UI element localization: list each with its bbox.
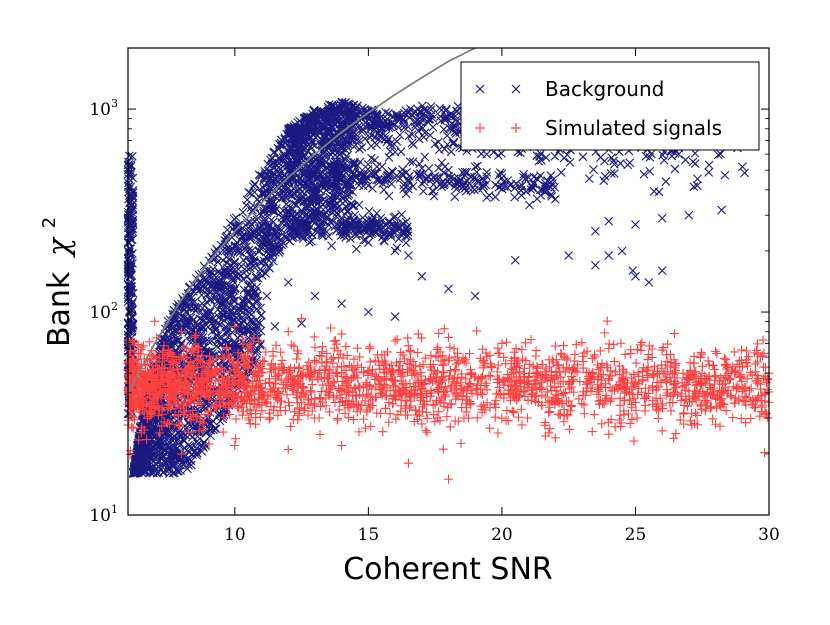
background-point <box>127 151 137 161</box>
background-point <box>210 294 220 304</box>
background-point <box>168 468 178 478</box>
background-point <box>124 174 134 184</box>
background-point <box>248 182 258 191</box>
background-point <box>127 235 137 245</box>
background-point <box>234 220 244 230</box>
background-point <box>274 248 284 257</box>
background-point <box>178 435 188 445</box>
background-point <box>250 179 259 189</box>
background-point <box>231 272 241 282</box>
background-point <box>268 206 278 216</box>
background-point <box>189 304 199 313</box>
background-point <box>300 202 310 212</box>
background-point <box>291 199 301 209</box>
background-point <box>242 195 252 205</box>
background-point <box>241 300 250 310</box>
background-point <box>327 194 337 204</box>
background-point <box>264 220 274 229</box>
background-point <box>246 222 255 231</box>
background-point <box>206 295 216 305</box>
background-point <box>204 315 214 325</box>
background-point <box>255 341 265 350</box>
background-point <box>261 259 271 269</box>
background-point <box>239 255 248 265</box>
background-point <box>241 200 251 210</box>
background-point <box>193 405 203 414</box>
background-point <box>273 166 283 176</box>
background-point <box>242 242 251 251</box>
background-point <box>242 272 252 281</box>
background-point <box>242 262 252 272</box>
background-point <box>124 229 134 239</box>
background-point <box>266 215 276 225</box>
background-point <box>199 438 209 448</box>
background-point <box>125 244 134 254</box>
background-point <box>254 197 264 207</box>
background-point <box>220 345 230 354</box>
background-point <box>128 313 137 323</box>
background-point <box>255 318 265 328</box>
background-point <box>249 257 259 267</box>
background-point <box>211 325 220 335</box>
background-point <box>223 280 233 290</box>
background-point <box>263 159 273 169</box>
background-point <box>192 448 202 458</box>
background-point <box>233 264 243 274</box>
background-point <box>182 464 192 474</box>
background-point <box>181 320 191 330</box>
background-point <box>223 304 232 314</box>
background-point <box>230 257 240 267</box>
background-point <box>238 207 248 217</box>
background-point <box>261 231 271 240</box>
background-point <box>279 239 288 248</box>
background-point <box>248 205 258 215</box>
background-point <box>326 139 336 148</box>
background-point <box>238 274 248 284</box>
background-point <box>196 324 206 334</box>
background-point <box>262 227 272 237</box>
background-point <box>241 266 251 276</box>
background-point <box>306 199 316 208</box>
background-point <box>206 315 216 325</box>
points-layer <box>123 97 774 484</box>
background-point <box>226 246 236 256</box>
background-point <box>192 436 202 446</box>
background-point <box>207 279 217 289</box>
background-point <box>268 256 278 266</box>
background-point <box>265 263 274 273</box>
background-point <box>204 309 214 318</box>
background-point <box>247 315 256 325</box>
background-point <box>226 250 236 259</box>
background-point <box>197 447 207 456</box>
background-point <box>282 193 291 203</box>
background-point <box>209 321 218 331</box>
background-point <box>256 223 266 233</box>
